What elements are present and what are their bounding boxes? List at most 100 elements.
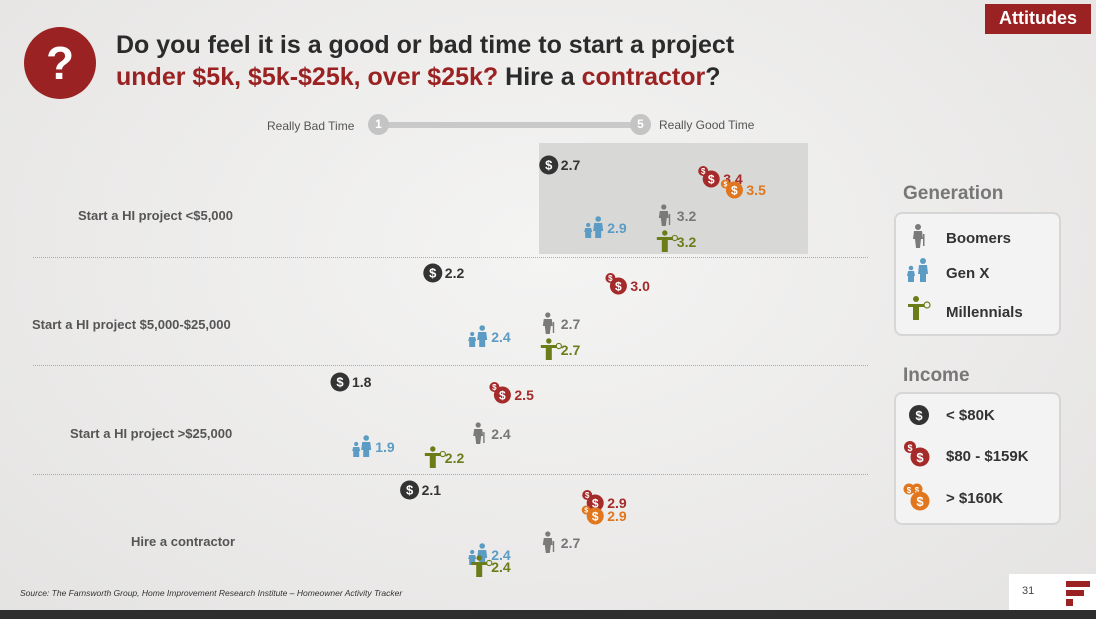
data-label: 2.2 (445, 450, 465, 466)
point-80k-row4: $2.1 (400, 480, 442, 500)
scale-line (380, 122, 640, 128)
legend-genx-label: Gen X (946, 265, 990, 282)
svg-text:$: $ (916, 450, 924, 465)
millennials-marker-icon (471, 555, 493, 577)
data-label: 2.4 (491, 329, 511, 345)
point-boomers-row1: 3.2 (658, 204, 697, 226)
svg-text:$: $ (608, 274, 613, 283)
legend-generation-icons (907, 224, 931, 320)
title-contractor-text: contractor (581, 63, 706, 91)
point-boomers-row4: 2.7 (542, 531, 581, 553)
80-159k-marker-icon: $$ (698, 166, 720, 188)
svg-text:$: $ (731, 183, 738, 197)
scale-high-dot: 5 (630, 114, 651, 135)
legend-income-mid-label: $80 - $159K (946, 448, 1029, 465)
point-millennials-row1: 3.2 (656, 230, 697, 252)
data-label: 2.7 (561, 535, 581, 551)
point-gen-x-row2: 2.4 (468, 325, 511, 347)
row-separator (33, 474, 868, 475)
data-label: 2.7 (561, 342, 581, 358)
legend-income-high-label: > $160K (946, 490, 1004, 507)
income-mid-icon: $ $ (904, 441, 930, 467)
farnsworth-logo-icon (1066, 581, 1090, 606)
millennials-icon (908, 296, 931, 320)
legend-generation-title: Generation (903, 183, 1004, 204)
point-boomers-row2: 2.7 (542, 312, 581, 334)
page-title-line2: under $5k, $5k-$25k, over $25k? Hire a c… (116, 63, 720, 92)
legend-boomers-label: Boomers (946, 230, 1012, 247)
scale-low-dot: 1 (368, 114, 389, 135)
svg-text:$: $ (592, 496, 599, 510)
80k-marker-icon: $ (330, 372, 350, 392)
svg-text:$: $ (336, 375, 344, 390)
svg-text:$: $ (592, 509, 599, 523)
data-label: 2.7 (561, 157, 581, 173)
svg-text:$: $ (916, 494, 924, 509)
row-separator (33, 257, 868, 258)
80-159k-marker-icon: $$ (582, 490, 604, 512)
millennials-marker-icon (540, 338, 562, 360)
svg-text:$: $ (723, 182, 727, 189)
row-label-under-5k: Start a HI project <$5,000 (78, 208, 233, 223)
svg-text:$: $ (406, 483, 414, 498)
data-label: 3.2 (677, 208, 697, 224)
svg-text:$: $ (545, 158, 553, 173)
point-80k-row3: $1.8 (330, 372, 372, 392)
point-80k-row2: $2.2 (423, 263, 465, 283)
title-hire-text: Hire a (498, 63, 582, 91)
160k-marker-icon: $ $ (581, 505, 604, 525)
svg-text:$: $ (701, 167, 706, 176)
svg-text:$: $ (915, 408, 923, 423)
title-question-mark: ? (705, 63, 721, 91)
data-label: 2.7 (561, 316, 581, 332)
source-note: Source: The Farnsworth Group, Home Impro… (20, 588, 403, 598)
svg-text:$: $ (615, 279, 622, 293)
legend-income-icons: $ $ $ $ $ $ (903, 405, 930, 511)
svg-text:$: $ (492, 383, 497, 392)
data-label: 3.2 (677, 234, 697, 250)
row-label-hire-contractor: Hire a contractor (131, 534, 236, 549)
data-label: 1.8 (352, 374, 372, 390)
svg-text:$: $ (584, 508, 588, 515)
svg-text:$: $ (907, 486, 912, 495)
point-80-159k-row3: $$ 2.5 (489, 382, 534, 404)
row-label-5k-25k: Start a HI project $5,000-$25,000 (32, 317, 231, 332)
data-label: 2.9 (607, 508, 627, 524)
svg-text:$: $ (585, 491, 590, 500)
gen-x-marker-icon (468, 325, 488, 347)
data-label: 1.9 (375, 439, 395, 455)
income-low-icon: $ (909, 405, 929, 425)
bottom-bar (0, 610, 1096, 619)
data-label: 2.4 (491, 559, 511, 575)
boomers-marker-icon (473, 422, 485, 444)
millennials-marker-icon (424, 446, 446, 468)
data-label: 2.2 (445, 265, 465, 281)
80-159k-marker-icon: $$ (605, 273, 627, 295)
data-label: 3.0 (630, 278, 650, 294)
point-gen-x-row4: 2.4 (468, 543, 511, 565)
data-label: 3.5 (746, 182, 766, 198)
boomers-marker-icon (542, 312, 555, 334)
title-price-ranges: under $5k, $5k-$25k, over $25k? (116, 63, 499, 91)
svg-text:$: $ (915, 486, 920, 495)
data-label: 2.4 (491, 547, 511, 563)
80k-marker-icon: $ (423, 263, 443, 283)
point-millennials-row2: 2.7 (540, 338, 581, 360)
data-label: 2.5 (514, 387, 534, 403)
legend-income-low-label: < $80K (946, 407, 995, 424)
boomers-marker-icon (542, 531, 555, 553)
data-label: 2.1 (422, 482, 442, 498)
80-159k-marker-icon: $$ (489, 382, 511, 404)
section-tag: Attitudes (985, 4, 1091, 34)
gen-x-marker-icon (584, 216, 604, 238)
point-millennials-row3: 2.2 (424, 446, 465, 468)
boomers-icon (913, 224, 925, 248)
gen-x-marker-icon (468, 543, 488, 565)
point-80-159k-row2: $$ 3.0 (605, 273, 650, 295)
160k-marker-icon: $ $ (720, 179, 743, 199)
scale-high-label: Really Good Time (659, 118, 755, 132)
point-gen-x-row3: 1.9 (352, 435, 395, 457)
legend-income-title: Income (903, 365, 970, 386)
point-boomers-row3: 2.4 (473, 422, 511, 444)
page-number: 31 (1022, 585, 1035, 597)
